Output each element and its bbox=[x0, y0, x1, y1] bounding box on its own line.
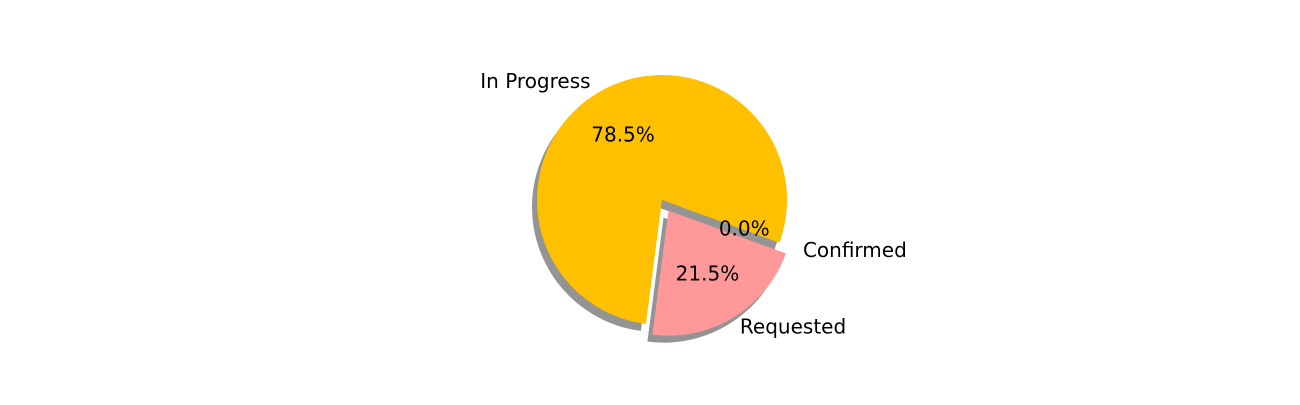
pct-label-in-progress: 78.5% bbox=[591, 122, 655, 146]
slice-label-in-progress: In Progress bbox=[480, 69, 590, 93]
pct-label-confirmed: 0.0% bbox=[719, 216, 770, 240]
pct-label-requested: 21.5% bbox=[676, 261, 740, 285]
slice-label-confirmed: Confirmed bbox=[803, 238, 907, 262]
slice-label-requested: Requested bbox=[740, 315, 846, 339]
